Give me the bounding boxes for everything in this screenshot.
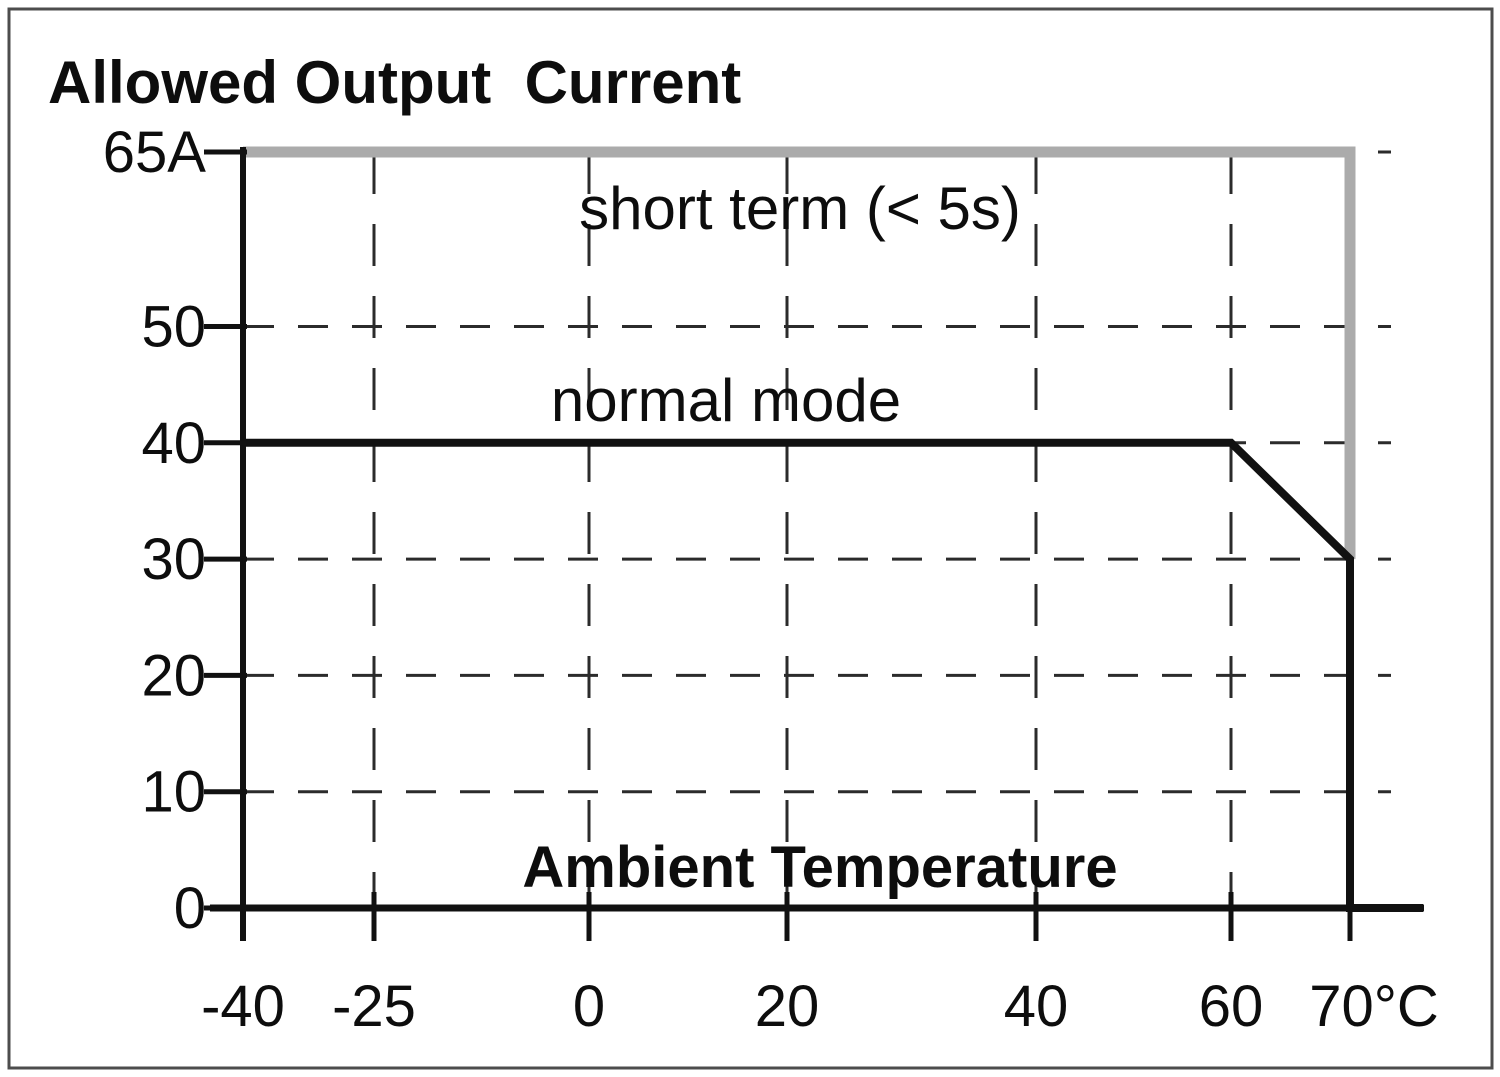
- x-tick-label: -40: [201, 974, 285, 1039]
- y-tick-label: 0: [174, 876, 206, 941]
- x-tick-label: 20: [755, 974, 820, 1039]
- x-tick-label: 70°C: [1309, 974, 1439, 1039]
- y-tick-label: 20: [141, 643, 206, 708]
- tick-labels: 0 10 20 30 40 50 65A -40 -25 0 20 40 60 70°C: [103, 120, 1439, 1039]
- series-label-short-term: short term (< 5s): [579, 175, 1021, 242]
- y-tick-label: 50: [141, 294, 206, 359]
- y-tick-label: 30: [141, 527, 206, 592]
- x-axis-label: Ambient Temperature: [522, 835, 1117, 900]
- series-label-normal-mode: normal mode: [551, 367, 901, 434]
- figure-border: [7, 7, 1494, 1070]
- x-tick-label: 60: [1199, 974, 1264, 1039]
- series-line-short-term: [243, 146, 1356, 560]
- axes: [204, 147, 1424, 941]
- x-tick-label: 0: [573, 974, 605, 1039]
- x-tick-label: -25: [332, 974, 416, 1039]
- y-tick-label: 40: [141, 411, 206, 476]
- y-tick-label: 10: [141, 760, 206, 825]
- y-tick-label: 65A: [103, 120, 207, 185]
- chart-title: Allowed Output Current: [48, 49, 741, 116]
- x-tick-label: 40: [1004, 974, 1069, 1039]
